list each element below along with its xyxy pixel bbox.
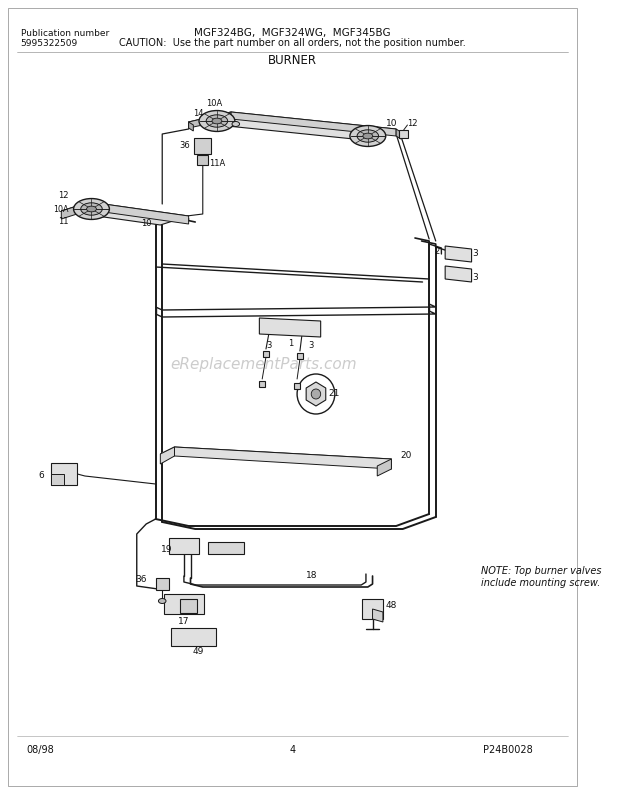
Text: 5995322509: 5995322509 [20,38,78,48]
Polygon shape [306,382,326,406]
Text: 12: 12 [407,118,417,128]
Text: 14: 14 [193,110,203,118]
Ellipse shape [81,202,102,215]
Bar [208,542,244,554]
Polygon shape [231,112,396,136]
Text: 36: 36 [179,141,190,151]
Bar [263,351,269,357]
Ellipse shape [199,110,235,132]
Text: 19: 19 [161,545,173,554]
Ellipse shape [363,133,373,139]
Text: 18: 18 [306,572,317,580]
Bar [194,138,211,154]
Ellipse shape [159,599,166,603]
Text: Publication number: Publication number [20,29,109,38]
Ellipse shape [87,206,97,212]
Ellipse shape [350,125,386,146]
Text: 3: 3 [309,341,314,350]
Text: 6: 6 [38,472,45,480]
Polygon shape [174,447,391,469]
Text: 08/98: 08/98 [27,745,54,755]
Bar [399,130,409,138]
Polygon shape [188,122,193,131]
Polygon shape [61,202,90,219]
Text: 36: 36 [136,575,147,584]
Text: 21: 21 [328,390,340,399]
Text: 1: 1 [288,340,293,349]
Polygon shape [188,112,231,128]
Bar [164,594,204,614]
Bar [294,383,300,389]
Ellipse shape [74,198,109,219]
Text: 10: 10 [386,120,397,129]
Ellipse shape [357,130,379,142]
Text: 11A: 11A [209,160,225,168]
Text: P24B0028: P24B0028 [483,745,533,755]
Polygon shape [161,447,174,464]
Ellipse shape [206,115,228,127]
Polygon shape [259,318,321,337]
Text: 3: 3 [266,341,272,350]
Text: CAUTION:  Use the part number on all orders, not the position number.: CAUTION: Use the part number on all orde… [119,38,466,48]
Text: 48: 48 [386,602,397,611]
Text: 12: 12 [58,191,68,201]
Circle shape [311,389,321,399]
Polygon shape [396,129,401,139]
Text: 2: 2 [434,246,440,256]
Polygon shape [61,202,188,225]
Text: 10A: 10A [206,99,222,109]
Polygon shape [445,266,472,282]
Polygon shape [373,609,383,622]
Bar [170,628,216,646]
Bar [259,381,265,387]
Ellipse shape [232,121,239,126]
Text: NOTE: Top burner valves
include mounting screw.: NOTE: Top burner valves include mounting… [481,566,601,588]
Bar [156,578,169,590]
Bar [362,599,383,619]
Text: 11: 11 [58,217,68,225]
Bar [297,353,303,359]
Text: 10: 10 [141,219,151,229]
Bar [180,599,197,613]
Polygon shape [377,459,391,476]
Text: 4: 4 [290,745,296,755]
Bar [197,155,208,165]
Text: MGF324BG,  MGF324WG,  MGF345BG: MGF324BG, MGF324WG, MGF345BG [194,28,391,38]
Text: 20: 20 [400,452,411,461]
Text: BURNER: BURNER [268,55,317,67]
Circle shape [297,374,335,414]
Text: 3: 3 [472,249,478,259]
Polygon shape [445,246,472,262]
Text: 17: 17 [178,616,190,626]
Text: 10A: 10A [53,205,69,214]
Ellipse shape [212,118,222,124]
Text: 3: 3 [472,273,478,283]
Bar [169,538,199,554]
Bar [51,463,78,485]
Text: eReplacementParts.com: eReplacementParts.com [170,357,357,372]
Polygon shape [51,474,64,485]
Polygon shape [90,202,188,224]
Text: 49: 49 [192,647,204,657]
Polygon shape [161,447,391,466]
Polygon shape [188,112,396,139]
